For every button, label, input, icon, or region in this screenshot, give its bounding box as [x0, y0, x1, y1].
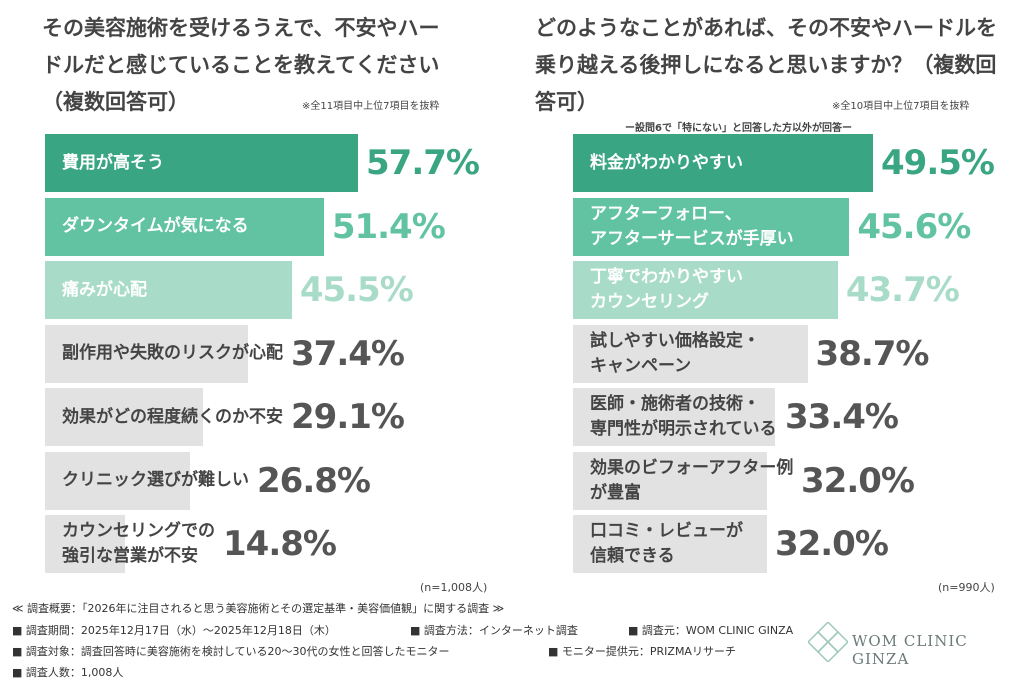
bar [45, 451, 191, 510]
bar [45, 197, 324, 256]
category-label: 効果のビフォーアフター例 が豊富 [590, 457, 794, 503]
bar [45, 134, 358, 192]
value-label: 43.7% [845, 270, 960, 310]
value-label: 45.5% [299, 270, 414, 310]
value-label: 38.7% [815, 333, 930, 374]
chart-title: その美容施術を受けるうえで、不安やハードルだと感じていることを教えてください（複… [42, 16, 440, 114]
bar [573, 197, 850, 256]
category-label: 丁寧でわかりやすい カウンセリング [590, 267, 743, 312]
bar [45, 324, 248, 383]
bar [45, 515, 126, 573]
category-label: ダウンタイムが気になる [62, 216, 249, 236]
category-label: 医師・施術者の技術・ 専門性が明示されている [590, 394, 777, 439]
sample-size: (n=990人) [938, 581, 995, 594]
bar [573, 134, 873, 192]
value-label: 37.4% [291, 333, 405, 374]
logo-mark [808, 622, 848, 662]
value-label: 45.6% [857, 206, 971, 247]
survey-item: ■ モニター提供元：PRIZMAリサーチ [548, 645, 736, 658]
category-label: 効果がどの程度続くのか不安 [62, 406, 283, 427]
category-label: アフターフォロー、 アフターサービスが手厚い [590, 203, 794, 249]
survey-item: ■ 調査対象：調査回答時に美容施術を検討している20～30代の女性と回答したモニ… [12, 645, 450, 658]
bar [573, 388, 776, 446]
value-label: 51.4% [331, 206, 446, 247]
survey-item: ■ 調査期間：2025年12月17日（水）～2025年12月18日（木） [12, 624, 336, 637]
category-label: クリニック選びが難しい [62, 470, 249, 490]
category-label: 副作用や失敗のリスクが心配 [62, 343, 283, 363]
value-label: 26.8% [257, 460, 371, 501]
bar [573, 515, 767, 573]
category-label: 痛みが心配 [62, 279, 147, 300]
subtitle: ー設問6で「特にない」と回答した方以外が回答ー [625, 123, 852, 134]
category-label: 口コミ・レビューが 信頼できる [590, 521, 743, 566]
value-label: 33.4% [785, 397, 899, 437]
value-label: 32.0% [774, 524, 889, 564]
bar [45, 261, 292, 319]
survey-item: ■ 調査元：WOM CLINIC GINZA [628, 624, 794, 637]
survey-summary: ≪ 調査概要：「2026年に注目されると思う美容施術とその選定基準・美容価値観」… [12, 602, 505, 615]
survey-item: ■ 調査方法：インターネット調査 [410, 624, 578, 637]
survey-item: ■ 調査人数：1,008人 [12, 666, 124, 679]
category-label: 試しやすい価格設定・ キャンペーン [590, 330, 760, 376]
note: ※全10項目中上位7項目を抜粋 [832, 101, 970, 112]
logo-text: WOM CLINIC GINZA [852, 632, 968, 668]
bar [573, 261, 838, 319]
value-label: 14.8% [223, 524, 337, 564]
sample-size: (n=1,008人) [420, 581, 488, 594]
category-label: カウンセリングでの 強引な営業が不安 [62, 521, 215, 566]
value-label: 49.5% [881, 143, 995, 183]
value-label: 57.7% [366, 143, 480, 183]
bar [573, 451, 767, 510]
bar [573, 324, 808, 383]
value-label: 32.0% [801, 460, 915, 501]
category-label: 費用が高そう [62, 152, 164, 173]
value-label: 29.1% [291, 397, 405, 437]
category-label: 料金がわかりやすい [590, 152, 743, 173]
bar [45, 388, 203, 446]
chart-title: どのようなことがあれば、その不安やハードルを乗り越える後押しになると思いますか？… [535, 16, 997, 114]
note: ※全11項目中上位7項目を抜粋 [302, 101, 440, 112]
